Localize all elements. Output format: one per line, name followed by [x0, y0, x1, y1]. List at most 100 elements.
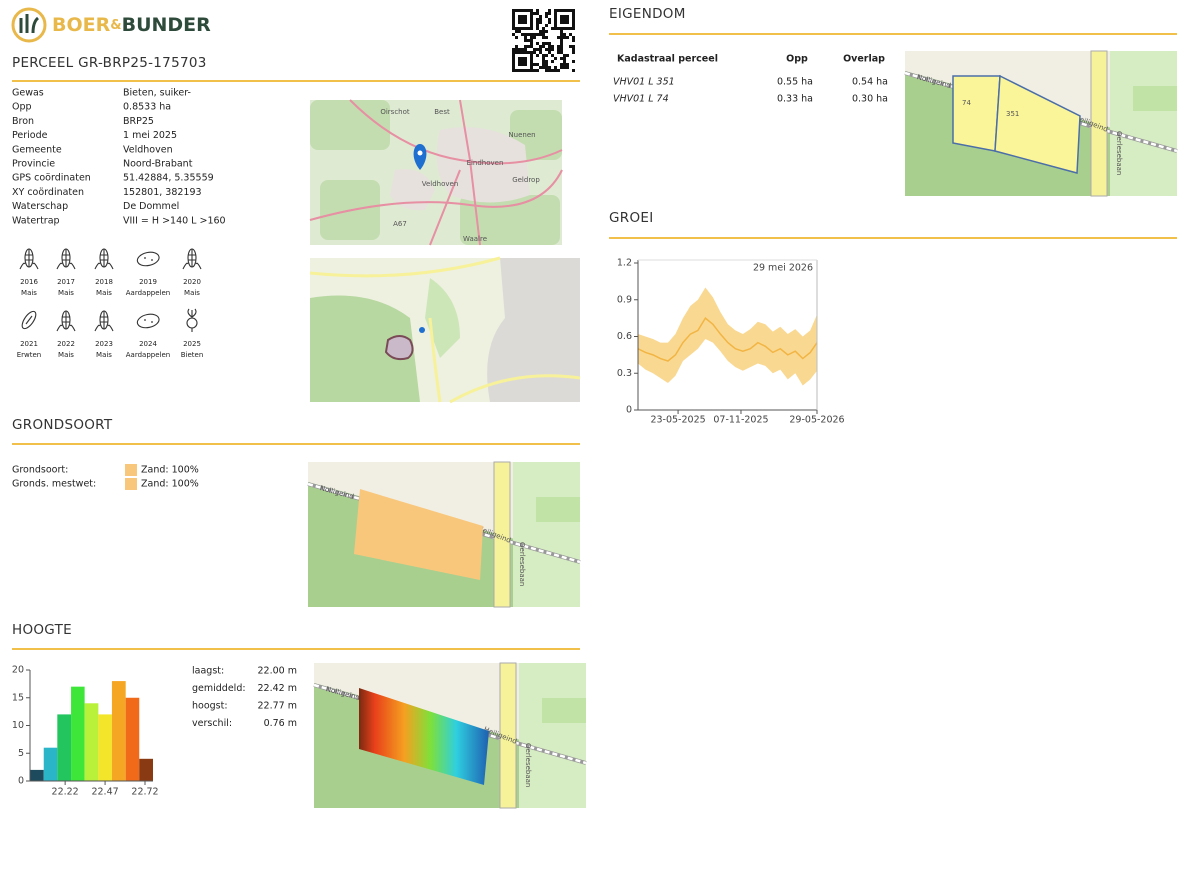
crop-name: Mais	[184, 289, 200, 297]
qr-cell	[548, 51, 551, 54]
qr-cell	[551, 45, 554, 48]
qr-cell	[542, 60, 545, 63]
qr-cell	[542, 27, 545, 30]
crop-name: Mais	[96, 289, 112, 297]
qr-cell	[554, 21, 557, 24]
x-tick-label: 29-05-2026	[789, 415, 844, 426]
crop-year: 2017	[57, 278, 75, 286]
qr-cell	[560, 42, 563, 45]
parcel	[952, 75, 1001, 152]
property-value: Noord-Brabant	[123, 159, 193, 170]
map-label: Waalre	[463, 235, 487, 243]
qr-cell	[554, 9, 557, 12]
x-tick-label: 23-05-2025	[650, 415, 705, 426]
qr-cell	[566, 21, 569, 24]
qr-cell	[545, 24, 548, 27]
qr-cell	[557, 36, 560, 39]
qr-cell	[563, 27, 566, 30]
qr-cell	[524, 39, 527, 42]
qr-cell	[560, 36, 563, 39]
x-tick-label: 22.47	[91, 787, 118, 798]
qr-cell	[536, 42, 539, 45]
qr-cell	[566, 36, 569, 39]
map-road	[449, 374, 581, 404]
qr-cell	[554, 24, 557, 27]
chart-annotation: 29 mei 2026	[753, 263, 813, 274]
y-tick-label: 0	[626, 405, 632, 416]
crop-year: 2018	[95, 278, 113, 286]
map-label: Best	[434, 108, 450, 116]
qr-cell	[512, 21, 515, 24]
qr-cell	[527, 33, 530, 36]
y-tick-label: 20	[12, 665, 24, 676]
qr-cell	[572, 15, 575, 18]
qr-cell	[524, 9, 527, 12]
qr-cell	[536, 63, 539, 66]
qr-cell	[533, 69, 536, 72]
soil-value: Zand: 100%	[141, 465, 199, 476]
property-value: 152801, 382193	[123, 187, 202, 198]
property-value: De Dommel	[123, 201, 179, 212]
qr-cell	[554, 12, 557, 15]
qr-cell	[545, 66, 548, 69]
x-tick-label: 07-11-2025	[713, 415, 768, 426]
qr-cell	[566, 27, 569, 30]
qr-cell	[515, 36, 518, 39]
qr-cell	[536, 27, 539, 30]
qr-cell	[539, 51, 542, 54]
qr-cell	[515, 69, 518, 72]
parcel-title: PERCEEL GR-BRP25-175703	[12, 55, 207, 71]
qr-cell	[530, 27, 533, 30]
stat-label: gemiddeld:	[192, 683, 246, 694]
qr-cell	[536, 69, 539, 72]
qr-cell	[557, 45, 560, 48]
qr-cell	[521, 48, 524, 51]
property-label: XY coördinaten	[12, 187, 84, 198]
map-forest	[425, 278, 460, 358]
map-field-bg	[513, 462, 580, 607]
qr-cell	[554, 57, 557, 60]
qr-cell	[572, 12, 575, 15]
qr-cell	[572, 27, 575, 30]
map-road	[493, 461, 511, 608]
qr-cell	[566, 66, 569, 69]
map-road	[309, 169, 563, 221]
qr-cell	[518, 69, 521, 72]
qr-cell	[560, 39, 563, 42]
crop-year: 2025	[183, 340, 201, 348]
qr-cell	[542, 42, 545, 45]
qr-cell	[548, 9, 551, 12]
qr-cell	[554, 69, 557, 72]
qr-cell	[533, 12, 536, 15]
qr-cell	[536, 21, 539, 24]
table-cell: 0.54 ha	[852, 77, 888, 88]
histogram-bar	[57, 714, 72, 781]
qr-cell	[545, 36, 548, 39]
brand-part: &	[110, 18, 121, 33]
qr-cell	[551, 69, 554, 72]
map-pin	[419, 327, 425, 333]
crop-icon	[21, 310, 37, 330]
map-road	[313, 683, 587, 765]
qr-cell	[533, 63, 536, 66]
qr-cell	[524, 33, 527, 36]
soil-swatch	[125, 464, 137, 476]
crop-icon	[56, 249, 76, 270]
qr-cell	[563, 33, 566, 36]
qr-cell	[557, 48, 560, 51]
qr-cell	[530, 42, 533, 45]
map-field-bg	[542, 698, 586, 723]
qr-cell	[527, 51, 530, 54]
property-label: Opp	[12, 102, 32, 113]
qr-cell	[542, 66, 545, 69]
property-value: 0.8533 ha	[123, 102, 171, 113]
map-road	[429, 169, 461, 246]
qr-cell	[569, 45, 572, 48]
qr-cell	[521, 63, 524, 66]
street-label: Oerlesebaan	[518, 542, 526, 586]
qr-cell	[524, 18, 527, 21]
qr-cell	[518, 27, 521, 30]
section-title: HOOGTE	[12, 622, 72, 638]
mean-line	[637, 316, 818, 362]
qr-cell	[524, 27, 527, 30]
